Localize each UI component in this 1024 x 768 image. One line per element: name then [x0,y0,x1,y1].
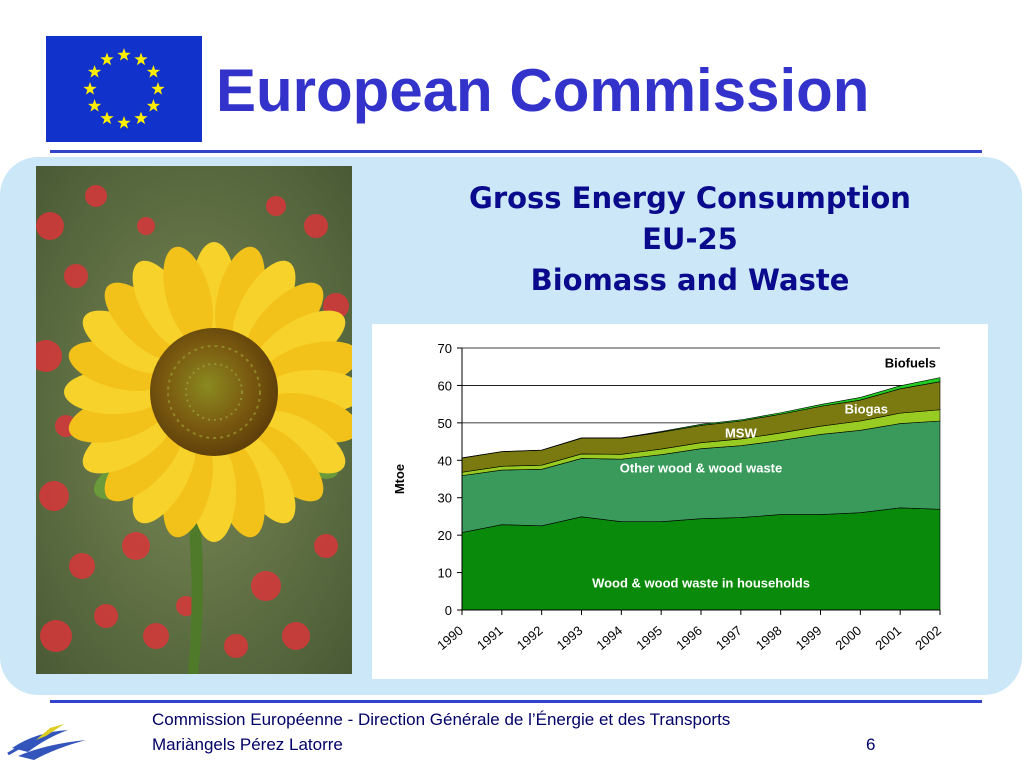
flag-star-icon [100,52,114,66]
flag-star-icon [117,48,131,61]
sunflower-photo [36,166,352,674]
poppy [39,481,69,511]
poppy [224,634,248,658]
petal [232,260,296,351]
series-label: Biofuels [885,356,936,371]
x-tick-label: 1991 [474,623,506,653]
x-tick-label: 2001 [872,623,904,653]
poppy [85,185,107,207]
petal [246,424,324,502]
y-tick-label: 70 [438,341,452,356]
x-tick-label: 1994 [593,623,625,653]
petal [255,410,346,474]
x-tick-label: 2002 [912,623,944,653]
y-tick-label: 40 [438,453,452,468]
poppy [64,264,88,288]
x-tick-label: 1992 [514,623,546,653]
y-tick-label: 0 [445,603,452,618]
footer-organization: Commission Européenne - Direction Généra… [152,710,731,729]
chart-title-line1: Gross Energy Consumption [469,181,911,215]
flag-star-icon [134,52,148,66]
series-area-biofuels [461,377,941,459]
eu-flag-icon [46,36,202,142]
chart-title-line3: Biomass and Waste [530,263,850,297]
x-tick-label: 1997 [713,623,745,653]
poppy [266,196,286,216]
flag-star-icon [87,99,102,112]
poppy [176,596,196,616]
top-divider [50,150,982,153]
petal [104,282,182,360]
flag-star-icon [151,82,165,95]
bottom-divider [50,700,982,703]
poppy [137,217,155,235]
series-label: Other wood & wood waste [620,460,783,475]
poppy [122,532,150,560]
x-tick-label: 1990 [434,623,466,653]
x-tick-label: 2000 [832,623,864,653]
x-tick-label: 1999 [793,623,825,653]
poppy [143,623,169,649]
poppy [304,214,328,238]
flag-star-icon [146,65,161,78]
poppy [36,212,64,240]
page-title: European Commission [216,57,870,124]
petal [246,282,324,360]
x-tick-label: 1996 [673,623,705,653]
page-number: 6 [866,735,876,754]
poppy [36,340,62,372]
flag-star-icon [100,111,114,125]
y-axis-title: Mtoe [392,464,407,494]
dg-tren-logo-icon [7,724,86,760]
petal [82,310,173,374]
chart-area: 0 10 20 30 40 50 60 70 1990 1991 1992 1993 1994 1995 1… [372,324,988,679]
sunflower-petals [64,242,352,542]
poppy-flowers [36,185,349,658]
x-tick-label: 1993 [554,623,586,653]
poppy [40,620,72,652]
x-tick-label: 1995 [633,623,665,653]
poppy [251,571,281,601]
y-tick-label: 30 [438,491,452,506]
series-label: Biogas [845,402,888,417]
chart-title-line2: EU-25 [642,222,738,256]
petal [104,424,182,502]
flag-star-icon [87,65,102,78]
x-tick-label: 1998 [753,623,785,653]
footer-author: Mariàngels Pérez Latorre [152,735,343,754]
series-label: MSW [725,426,758,441]
flag-star-icon [117,116,131,129]
flag-star-icon [146,99,161,112]
petal [163,246,213,345]
y-tick-label: 50 [438,416,452,431]
poppy [94,604,118,628]
poppy [282,622,310,650]
chart-title: Gross Energy Consumption EU-25 Biomass a… [400,178,980,301]
poppy [314,534,338,558]
series-label: Wood & wood waste in households [592,576,810,591]
flag-star-icon [83,82,97,95]
poppy [69,553,95,579]
petal [132,433,196,524]
y-tick-label: 60 [438,378,452,393]
flag-star-icon [134,111,148,125]
stacked-area-chart: 0 10 20 30 40 50 60 70 1990 1991 1992 1993 1994 1995 1… [392,341,944,653]
y-tick-label: 20 [438,528,452,543]
y-tick-label: 10 [438,566,452,581]
